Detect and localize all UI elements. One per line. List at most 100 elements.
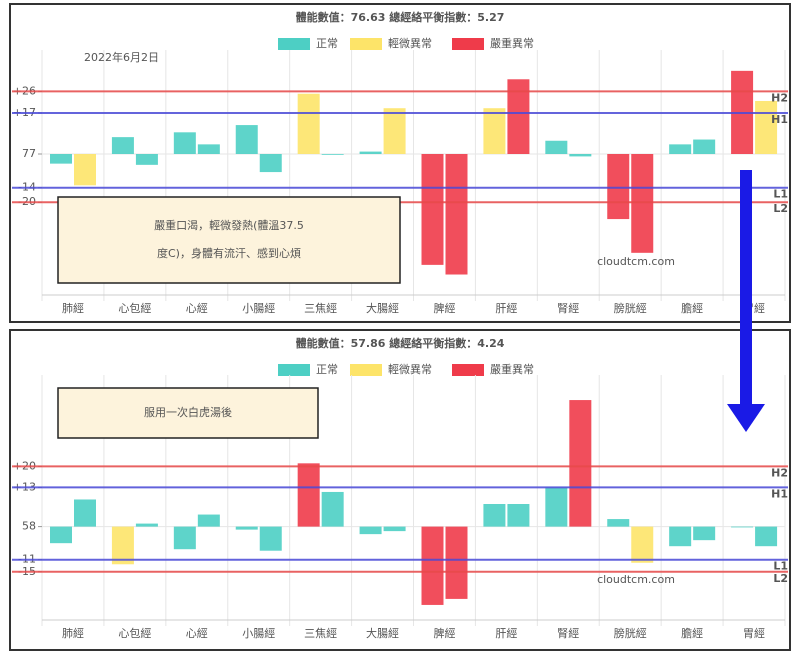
- bar: [50, 154, 72, 164]
- bar: [607, 154, 630, 220]
- chart-title: 體能數值：57.86 總經絡平衡指數：4.24: [296, 336, 505, 350]
- legend-label: 輕微異常: [388, 362, 432, 376]
- arrow-shaft: [740, 170, 752, 406]
- bar: [483, 108, 506, 154]
- bar: [111, 137, 134, 154]
- bar: [74, 154, 96, 186]
- x-tick-label: 心包經: [118, 301, 151, 315]
- legend-swatch: [452, 364, 484, 376]
- note-box: [57, 196, 401, 284]
- bar: [569, 154, 592, 157]
- reference-label: H1: [771, 487, 788, 500]
- bar: [383, 526, 406, 532]
- chart-title: 體能數值：76.63 總經絡平衡指數：5.27: [296, 10, 505, 24]
- bar: [359, 526, 382, 535]
- x-tick-label: 膽經: [681, 301, 703, 315]
- x-tick-label: 小腸經: [242, 301, 275, 315]
- bar: [321, 154, 344, 155]
- bar: [197, 144, 220, 154]
- x-tick-label: 脾經: [433, 626, 455, 640]
- legend-label: 正常: [316, 363, 338, 376]
- reference-label: H2: [771, 91, 788, 104]
- reference-label: H2: [771, 466, 788, 479]
- bar: [445, 526, 468, 599]
- x-tick-label: 心經: [186, 626, 208, 640]
- bar: [259, 526, 282, 551]
- reference-label: L1: [773, 188, 788, 201]
- y-tick-label: 77: [22, 147, 36, 160]
- bar: [507, 504, 530, 527]
- x-tick-label: 三焦經: [304, 301, 337, 315]
- x-tick-label: 膽經: [681, 626, 703, 640]
- bar: [631, 526, 654, 563]
- watermark: cloudtcm.com: [597, 255, 675, 268]
- x-tick-label: 心經: [186, 301, 208, 315]
- x-tick-label: 脾經: [433, 301, 455, 315]
- legend-label: 嚴重異常: [490, 362, 534, 376]
- bar: [259, 154, 282, 173]
- bar: [669, 526, 692, 547]
- x-tick-label: 小腸經: [242, 626, 275, 640]
- bar: [74, 499, 96, 527]
- bar: [483, 504, 506, 527]
- bar: [111, 526, 134, 565]
- legend-label: 輕微異常: [388, 36, 432, 50]
- x-tick-label: 膀胱經: [614, 626, 647, 640]
- x-tick-label: 肺經: [62, 301, 84, 315]
- bar: [235, 125, 258, 154]
- bar: [297, 463, 320, 527]
- x-tick-label: 膀胱經: [614, 301, 647, 315]
- bar: [50, 526, 72, 544]
- note-text: 嚴重口渴，輕微發熱(體溫37.5: [154, 218, 304, 232]
- x-tick-label: 腎經: [557, 626, 579, 640]
- bar: [545, 140, 568, 154]
- reference-label: L2: [773, 572, 788, 585]
- bar: [693, 526, 716, 541]
- bar: [631, 154, 654, 253]
- bar: [731, 526, 754, 528]
- x-tick-label: 心包經: [118, 626, 151, 640]
- bar: [135, 523, 158, 527]
- x-tick-label: 肺經: [62, 626, 84, 640]
- x-tick-label: 大腸經: [366, 626, 399, 640]
- bar: [669, 144, 692, 154]
- reference-label: L1: [773, 560, 788, 573]
- x-tick-label: 肝經: [495, 626, 517, 640]
- legend-swatch: [278, 38, 310, 50]
- bar: [693, 139, 716, 154]
- x-tick-label: 肝經: [495, 301, 517, 315]
- bar: [755, 100, 778, 154]
- x-tick-label: 三焦經: [304, 626, 337, 640]
- legend-swatch: [350, 38, 382, 50]
- bar: [569, 400, 592, 527]
- x-tick-label: 胃經: [743, 626, 765, 640]
- x-tick-label: 大腸經: [366, 301, 399, 315]
- bar: [545, 487, 568, 527]
- x-tick-label: 腎經: [557, 301, 579, 315]
- reference-label: H1: [771, 113, 788, 126]
- note-box: [57, 387, 319, 439]
- bar: [173, 526, 196, 550]
- panel-border: [9, 329, 791, 651]
- bar: [383, 108, 406, 154]
- panel-border: [9, 3, 791, 323]
- bar: [755, 526, 778, 547]
- bar: [135, 154, 158, 165]
- bar: [607, 519, 630, 527]
- bar: [235, 526, 258, 530]
- bar: [197, 514, 220, 527]
- bar: [421, 154, 444, 265]
- legend-label: 正常: [316, 37, 338, 50]
- note-text: 度C)，身體有流汗、感到心煩: [157, 246, 301, 260]
- bar: [507, 79, 530, 154]
- bar: [359, 151, 382, 154]
- legend-label: 嚴重異常: [490, 36, 534, 50]
- bar: [173, 132, 196, 154]
- watermark: cloudtcm.com: [597, 573, 675, 586]
- note-text: 服用一次白虎湯後: [144, 405, 232, 419]
- reference-label: L2: [773, 202, 788, 215]
- y-tick-label: 58: [22, 520, 36, 533]
- date-annotation: 2022年6月2日: [84, 50, 159, 64]
- bar: [321, 491, 344, 527]
